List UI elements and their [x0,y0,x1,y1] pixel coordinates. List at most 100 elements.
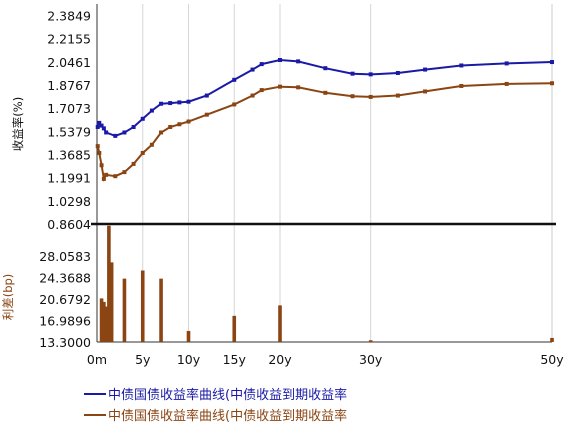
data-point [296,85,301,90]
data-point [423,89,428,94]
legend-label: 中债国债收益率曲线(中债收益到期收益率 [108,409,348,424]
data-point [104,172,109,177]
series-line [96,58,553,137]
data-point [278,57,282,62]
spread-bar [232,315,237,342]
data-point [140,116,145,121]
data-point [149,142,154,147]
data-point [250,93,255,98]
y-tick-label: 1.3685 [47,148,91,163]
legend-item-1[interactable]: 中债国债收益率曲线(中债收益到期收益率 [84,384,564,403]
legend-label: 中债国债收益率曲线(中债收益到期收益率 [108,388,348,403]
data-point [159,101,164,106]
data-point [259,88,264,93]
x-tick-label: 10y [177,352,201,367]
y-tick-label: 13.3000 [39,335,91,350]
data-point [278,84,282,89]
x-tick-label: 5y [135,352,151,367]
data-point [101,126,106,131]
data-point [259,62,264,67]
y-tick-label: 2.0461 [47,55,91,70]
data-point [204,93,209,98]
data-point [177,122,182,127]
data-point [186,99,191,104]
data-point [95,124,100,129]
data-point [323,90,328,95]
spread-bar [122,278,127,342]
data-point [99,123,104,128]
data-point [232,77,237,82]
spread-bar [99,298,104,342]
y-axis-title: 利差(bp) [1,274,15,321]
data-point [101,176,106,181]
data-point [159,130,164,135]
x-tick-label: 20y [268,352,292,367]
data-point [504,61,509,66]
data-point [550,60,554,65]
data-point [95,144,100,149]
data-point [423,67,428,72]
spread-bar [550,337,554,342]
data-point [168,124,173,129]
data-point [232,102,237,107]
data-point [368,94,373,99]
legend-item-2[interactable]: 中债国债收益率曲线(中债收益到期收益率 [84,405,564,424]
x-tick-label: 30y [359,352,383,367]
data-point [204,112,209,117]
data-point [250,67,255,72]
data-point [395,70,400,75]
spread-bar [368,340,373,342]
data-point [459,83,464,88]
data-point [350,94,355,99]
y-axis-title: 收益率(%) [11,97,25,151]
data-point [131,161,136,166]
data-point [395,93,400,98]
y-tick-label: 2.3849 [47,9,91,24]
data-point [459,63,464,68]
data-point [113,133,118,138]
data-point [149,108,154,113]
spread-bar [186,330,191,342]
data-point [550,81,554,86]
y-tick-label: 24.3688 [39,271,91,286]
data-point [97,120,102,125]
data-point [99,163,104,168]
spread-bar [159,278,163,342]
y-tick-label: 1.8767 [47,78,91,93]
data-point [186,119,191,124]
spread-bar [278,305,282,342]
x-tick-label: 50y [540,352,564,367]
legend-swatch [84,392,106,395]
x-tick-label: 15y [223,352,247,367]
data-point [368,72,373,77]
spread-bar [140,270,145,342]
data-point [113,174,118,179]
data-point [177,100,182,105]
spread-bar [107,225,111,342]
data-point [122,130,127,135]
y-tick-label: 28.0583 [39,249,91,264]
y-tick-label: 20.6792 [39,292,91,307]
y-tick-label: 1.1991 [47,171,91,186]
data-point [323,66,328,71]
y-tick-label: 1.0298 [47,194,91,209]
y-tick-label: 1.7073 [47,101,91,116]
data-point [504,81,509,86]
y-tick-label: 1.5379 [47,124,91,139]
legend-swatch [84,413,106,416]
data-point [122,170,127,175]
y-tick-label: 2.2155 [47,32,91,47]
data-point [296,59,301,64]
y-tick-label: 16.9896 [39,314,91,329]
y-tick-label: 0.8604 [47,217,91,232]
series-line [96,82,553,182]
x-tick-label: 0m [87,352,107,367]
spread-bar [109,262,114,342]
data-point [350,71,355,76]
data-point [131,124,136,129]
data-point [104,130,109,135]
spread-bar [102,301,106,342]
data-point [97,150,102,155]
spread-bar [104,306,108,342]
